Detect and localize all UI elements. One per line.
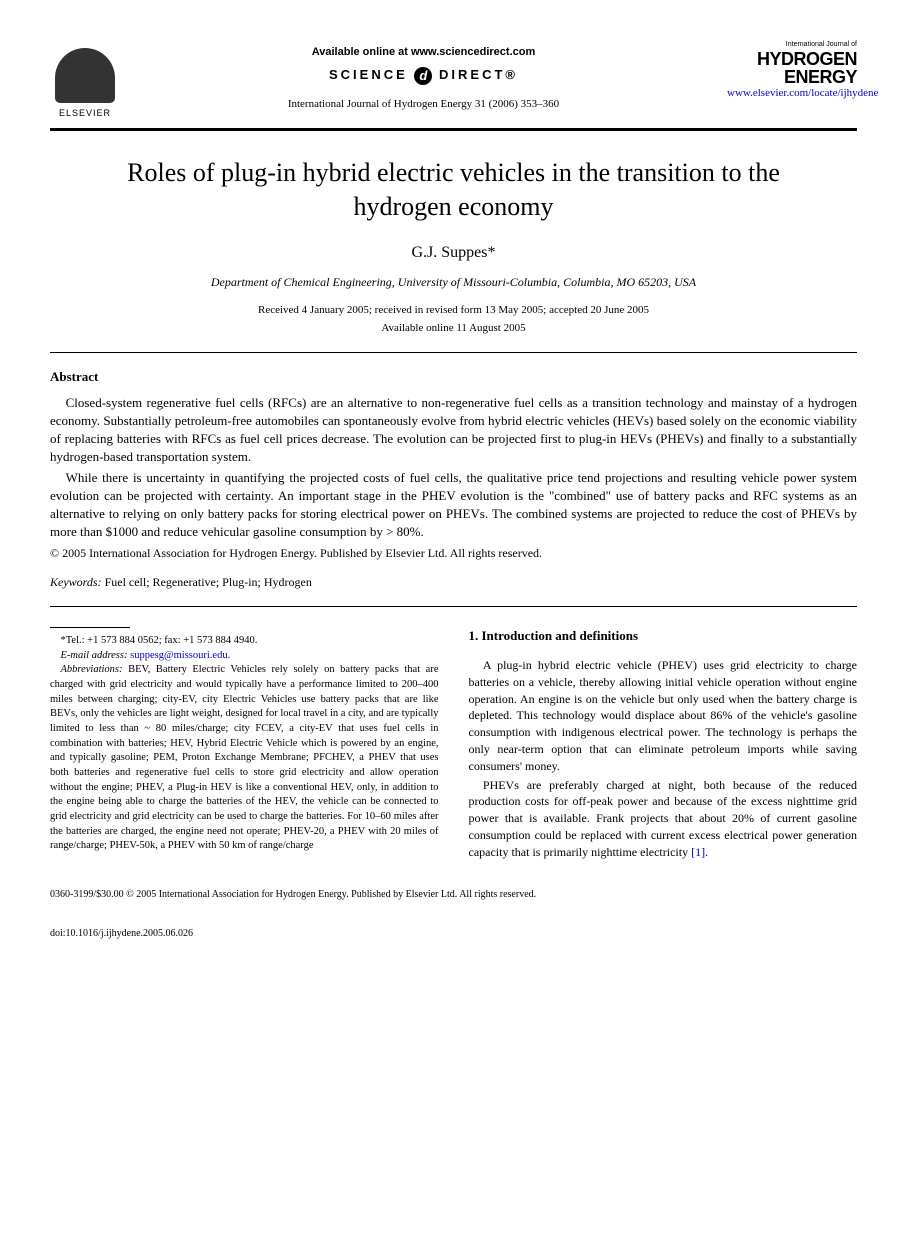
- footer-doi: doi:10.1016/j.ijhydene.2005.06.026: [50, 927, 857, 941]
- journal-logo-hydrogen: HYDROGEN: [727, 50, 857, 68]
- right-column: 1. Introduction and definitions A plug-i…: [469, 627, 858, 863]
- elsevier-tree-icon: [55, 48, 115, 103]
- section1-p2a: PHEVs are preferably charged at night, b…: [469, 778, 858, 859]
- article-title: Roles of plug-in hybrid electric vehicle…: [90, 156, 817, 224]
- author-name: G.J. Suppes*: [50, 242, 857, 264]
- abstract-p2: While there is uncertainty in quantifyin…: [50, 469, 857, 542]
- abstract-heading: Abstract: [50, 368, 857, 386]
- section1-heading: 1. Introduction and definitions: [469, 627, 858, 645]
- science-text: SCIENCE: [329, 67, 408, 82]
- keywords-line: Keywords: Fuel cell; Regenerative; Plug-…: [50, 574, 857, 591]
- header-divider: [50, 128, 857, 131]
- header-row: ELSEVIER Available online at www.science…: [50, 40, 857, 120]
- journal-reference: International Journal of Hydrogen Energy…: [120, 97, 727, 112]
- abstract-text: Closed-system regenerative fuel cells (R…: [50, 394, 857, 542]
- section1-body: A plug-in hybrid electric vehicle (PHEV)…: [469, 657, 858, 861]
- author-affiliation: Department of Chemical Engineering, Univ…: [50, 274, 857, 291]
- section1-p2b: .: [705, 845, 708, 859]
- email-label: E-mail address:: [61, 650, 128, 661]
- elsevier-text: ELSEVIER: [59, 107, 111, 120]
- email-link[interactable]: suppesg@missouri.edu.: [127, 650, 230, 661]
- footnote-separator: [50, 627, 130, 628]
- keywords-text: Fuel cell; Regenerative; Plug-in; Hydrog…: [102, 575, 312, 589]
- elsevier-logo: ELSEVIER: [50, 40, 120, 120]
- journal-logo: International Journal of HYDROGEN ENERGY…: [727, 40, 857, 101]
- center-header: Available online at www.sciencedirect.co…: [120, 40, 727, 112]
- footer-copyright: 0360-3199/$30.00 © 2005 International As…: [50, 888, 857, 902]
- section1-p2: PHEVs are preferably charged at night, b…: [469, 777, 858, 861]
- received-dates: Received 4 January 2005; received in rev…: [50, 303, 857, 318]
- ref-1-link[interactable]: [1]: [691, 845, 705, 859]
- section1-p1: A plug-in hybrid electric vehicle (PHEV)…: [469, 657, 858, 775]
- abstract-top-divider: [50, 352, 857, 353]
- direct-text: DIRECT®: [439, 67, 518, 82]
- journal-logo-energy: ENERGY: [727, 68, 857, 86]
- footnote-contact: *Tel.: +1 573 884 0562; fax: +1 573 884 …: [50, 634, 439, 649]
- abstract-bottom-divider: [50, 606, 857, 607]
- available-online-text: Available online at www.sciencedirect.co…: [120, 45, 727, 60]
- sd-at-icon: d: [414, 67, 432, 85]
- journal-url-link[interactable]: www.elsevier.com/locate/ijhydene: [727, 86, 857, 101]
- abstract-p1: Closed-system regenerative fuel cells (R…: [50, 394, 857, 467]
- footnote-block: *Tel.: +1 573 884 0562; fax: +1 573 884 …: [50, 634, 439, 854]
- footnote-abbreviations: Abbreviations: BEV, Battery Electric Veh…: [50, 663, 439, 854]
- two-column-body: *Tel.: +1 573 884 0562; fax: +1 573 884 …: [50, 627, 857, 863]
- abbrev-text: BEV, Battery Electric Vehicles rely sole…: [50, 664, 439, 851]
- abstract-copyright: © 2005 International Association for Hyd…: [50, 545, 857, 562]
- online-date: Available online 11 August 2005: [50, 321, 857, 336]
- footnote-email-line: E-mail address: suppesg@missouri.edu.: [50, 649, 439, 664]
- keywords-label: Keywords:: [50, 575, 102, 589]
- left-column: *Tel.: +1 573 884 0562; fax: +1 573 884 …: [50, 627, 439, 863]
- science-direct-logo: SCIENCE d DIRECT®: [120, 66, 727, 85]
- abbrev-label: Abbreviations:: [61, 664, 123, 675]
